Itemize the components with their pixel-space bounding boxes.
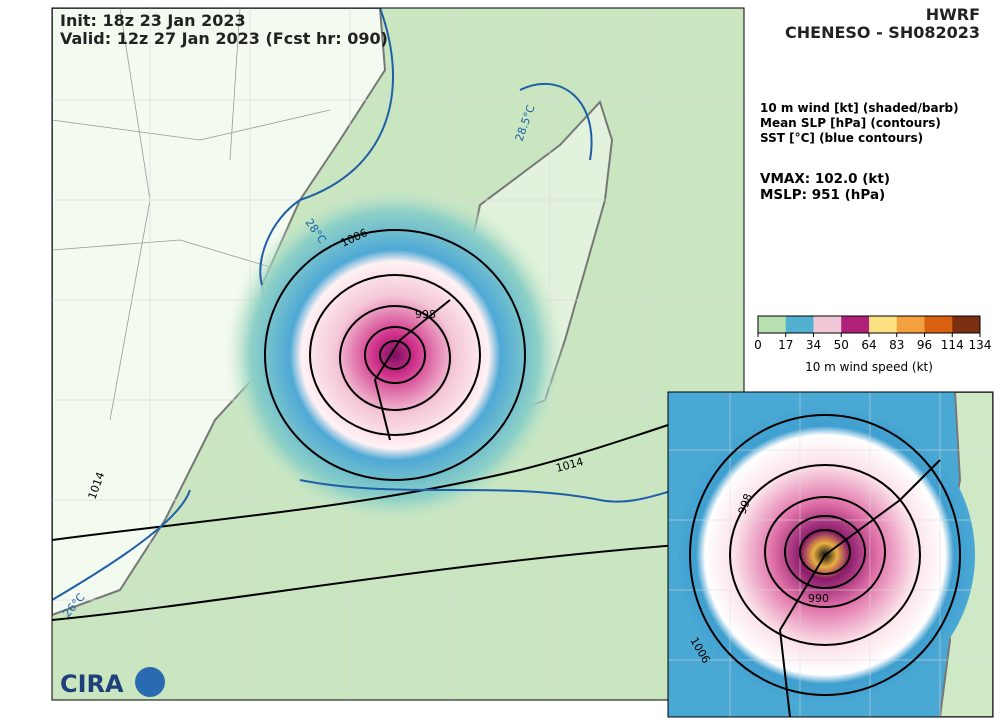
colorbar-segment <box>813 316 842 333</box>
legend-line: 10 m wind [kt] (shaded/barb) <box>760 101 959 115</box>
colorbar-tick-label: 0 <box>754 338 762 352</box>
legend-line: SST [°C] (blue contours) <box>760 131 923 145</box>
init-time: Init: 18z 23 Jan 2023 <box>60 11 246 30</box>
colorbar-label: 10 m wind speed (kt) <box>805 360 933 374</box>
colorbar-tick-label: 114 <box>941 338 964 352</box>
logo-icon <box>135 667 165 697</box>
logo: CIRA <box>60 670 124 698</box>
legend-line: Mean SLP [hPa] (contours) <box>760 116 941 130</box>
map-frame <box>51 7 745 701</box>
colorbar-tick-label: 34 <box>806 338 821 352</box>
mslp: MSLP: 951 (hPa) <box>760 187 885 203</box>
valid-time: Valid: 12z 27 Jan 2023 (Fcst hr: 090) <box>60 29 388 48</box>
colorbar-tick-label: 50 <box>834 338 849 352</box>
storm-name: CHENESO - SH082023 <box>785 23 980 42</box>
inset-contour-label: 990 <box>808 592 829 605</box>
colorbar: 0 17 34 50 64 83 96 114 134 <box>754 315 992 352</box>
colorbar-segment <box>758 316 787 333</box>
colorbar-tick-label: 83 <box>889 338 904 352</box>
colorbar-segment <box>869 316 898 333</box>
inset-map: 998 990 1006 <box>668 392 993 717</box>
colorbar-segment <box>785 316 814 333</box>
main-map: 1006 998 1014 1014 28.5°C 28°C 26°C CIRA… <box>52 8 744 700</box>
colorbar-tick-label: 96 <box>917 338 932 352</box>
colorbar-segment <box>896 316 925 333</box>
colorbar-segment <box>841 316 870 333</box>
model-name: HWRF <box>926 5 980 24</box>
colorbar-segment <box>952 316 981 333</box>
colorbar-tick-label: 64 <box>861 338 876 352</box>
colorbar-tick-label: 134 <box>969 338 992 352</box>
vmax: VMAX: 102.0 (kt) <box>760 171 890 187</box>
colorbar-segment <box>924 316 953 333</box>
inset-frame <box>667 391 994 718</box>
colorbar-tick-label: 17 <box>778 338 793 352</box>
contour-label: 998 <box>415 308 436 321</box>
